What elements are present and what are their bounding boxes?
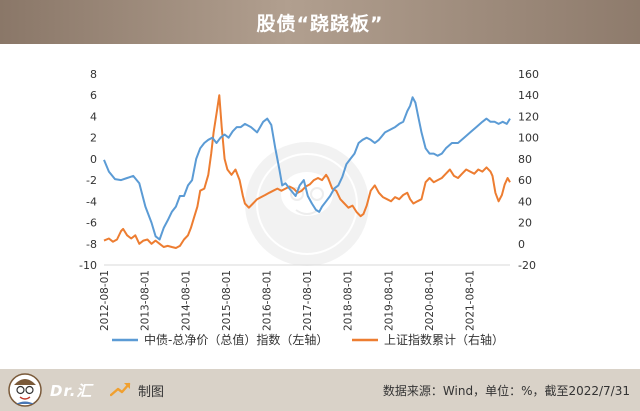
made-by-label: 制图 xyxy=(138,385,165,400)
right-tick-label: 0 xyxy=(518,238,525,251)
brand-name: Dr.汇 xyxy=(50,382,93,400)
left-tick-label: 0 xyxy=(90,153,97,166)
left-tick-label: -8 xyxy=(86,238,97,251)
avatar-logo-icon xyxy=(8,373,42,407)
x-tick-label: 2017-08-01 xyxy=(302,270,314,331)
right-tick-label: 60 xyxy=(518,174,532,187)
data-source-note: 数据来源：Wind，单位：%，截至2022/7/31 xyxy=(382,384,630,398)
legend: 中债-总净价（总值）指数（左轴） 上证指数累计（右轴） xyxy=(112,332,504,347)
x-tick-label: 2013-08-01 xyxy=(140,270,152,331)
right-tick-label: 120 xyxy=(518,110,539,123)
x-tick-label: 2014-08-01 xyxy=(180,270,192,331)
right-tick-label: 80 xyxy=(518,153,532,166)
series-layer xyxy=(103,94,511,249)
chart-area: 8 6 4 2 0 -2 -4 -6 -8 -10 160 140 120 100 80 60 40 20 0 -2… xyxy=(0,44,640,369)
watermark-logo-icon xyxy=(245,142,369,266)
right-axis-ticks: 160 140 120 100 80 60 40 20 0 -20 xyxy=(518,68,539,272)
right-tick-label: 20 xyxy=(518,217,532,230)
left-tick-label: 6 xyxy=(90,89,97,102)
right-tick-label: 160 xyxy=(518,68,539,81)
trend-arrow-icon xyxy=(110,382,131,397)
x-axis-ticks: 2012-08-01 2013-08-01 2014-08-01 2015-08-01… xyxy=(99,270,476,331)
left-axis-ticks: 8 6 4 2 0 -2 -4 -6 -8 -10 xyxy=(79,68,97,272)
chart-title: 股债“跷跷板” xyxy=(256,12,384,35)
left-tick-label: 2 xyxy=(90,132,97,145)
x-tick-label: 2018-08-01 xyxy=(343,270,355,331)
footer-bar: Dr.汇 制图 数据来源：Wind，单位：%，截至2022/7/31 xyxy=(0,369,640,411)
legend-label: 中债-总净价（总值）指数（左轴） xyxy=(144,332,328,347)
right-tick-label: 40 xyxy=(518,195,532,208)
left-tick-label: -2 xyxy=(86,174,97,187)
x-tick-label: 2015-08-01 xyxy=(221,270,233,331)
x-tick-label: 2021-08-01 xyxy=(465,270,477,331)
x-tick-label: 2019-08-01 xyxy=(383,270,395,331)
left-tick-label: 8 xyxy=(90,68,97,81)
right-tick-label: -20 xyxy=(518,259,536,272)
left-tick-label: -4 xyxy=(86,195,97,208)
legend-label: 上证指数累计（右轴） xyxy=(384,332,504,347)
x-tick-label: 2012-08-01 xyxy=(99,270,111,331)
right-tick-label: 100 xyxy=(518,132,539,145)
left-tick-label: 4 xyxy=(90,110,97,123)
bond-index-line xyxy=(103,96,511,241)
title-banner: 股债“跷跷板” xyxy=(0,0,640,44)
x-tick-label: 2020-08-01 xyxy=(424,270,436,331)
left-tick-label: -6 xyxy=(86,217,97,230)
right-tick-label: 140 xyxy=(518,89,539,102)
x-tick-label: 2016-08-01 xyxy=(262,270,274,331)
left-tick-label: -10 xyxy=(79,259,97,272)
